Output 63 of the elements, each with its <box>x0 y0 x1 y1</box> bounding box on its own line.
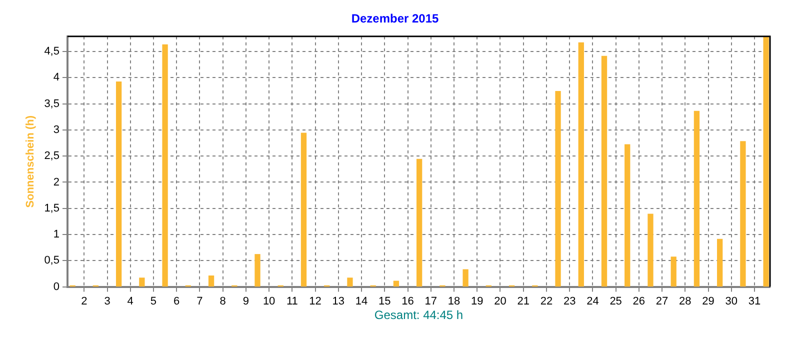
x-tick-label: 7 <box>196 295 203 308</box>
x-tick-label: 9 <box>242 295 250 308</box>
x-tick-label: 19 <box>470 295 484 308</box>
x-tick-label: 29 <box>702 295 714 308</box>
bar <box>462 269 468 287</box>
bar <box>624 144 630 287</box>
bar <box>254 254 260 287</box>
x-tick-label: 2 <box>81 295 88 308</box>
x-tick-label: 21 <box>517 295 530 308</box>
x-tick-label: 4 <box>127 295 134 308</box>
y-tick-label: 0,5 <box>44 254 60 267</box>
bar <box>763 36 769 287</box>
x-tick-label: 28 <box>679 295 692 308</box>
bar <box>648 214 654 287</box>
x-tick-label: 27 <box>656 295 668 308</box>
bar <box>694 110 700 287</box>
x-tick-label: 20 <box>494 295 506 308</box>
x-tick-label: 3 <box>104 295 110 308</box>
x-tick-label: 17 <box>424 295 438 308</box>
y-axis-title: Sonnenschein (h) <box>24 115 37 208</box>
x-tick-label: 16 <box>402 295 414 308</box>
text: Gesamt: 44:45 h <box>374 308 464 322</box>
bar <box>347 278 353 287</box>
y-tick-label: 3 <box>53 124 60 136</box>
bar <box>717 238 723 287</box>
x-tick-label: 12 <box>309 295 322 308</box>
x-tick-label: 31 <box>748 295 761 308</box>
bar <box>740 141 746 287</box>
bar <box>162 44 168 287</box>
y-tick-label: 1,5 <box>44 202 60 214</box>
x-tick-label: 30 <box>725 295 738 308</box>
x-tick-label: 22 <box>540 295 553 308</box>
x-tick-label: 8 <box>220 295 226 308</box>
bar <box>578 42 584 287</box>
x-tick-label: 10 <box>262 295 276 308</box>
y-tick-label: 1 <box>53 228 60 241</box>
y-tick-label: 4,5 <box>44 46 60 58</box>
bar <box>116 82 122 287</box>
x-tick-label: 24 <box>586 295 599 308</box>
x-tick-label: 6 <box>174 295 180 308</box>
x-tick-label: 15 <box>378 295 391 308</box>
y-tick-label: 3,5 <box>44 98 60 110</box>
x-tick-label: 26 <box>632 295 646 308</box>
chart-title: Dezember 2015 <box>351 12 440 26</box>
y-tick-label: 0 <box>53 280 60 293</box>
x-tick-label: 25 <box>610 295 622 308</box>
bar <box>139 278 145 287</box>
y-tick-label: 4 <box>53 72 60 84</box>
bar <box>601 56 608 287</box>
bar <box>208 275 214 287</box>
x-tick-label: 18 <box>448 295 460 308</box>
bar <box>416 158 422 287</box>
bar <box>300 132 307 287</box>
x-tick-label: 11 <box>286 295 298 308</box>
bar <box>393 280 400 287</box>
bar <box>670 256 676 287</box>
y-tick-label: 2,5 <box>44 150 60 162</box>
x-tick-label: 23 <box>563 295 576 308</box>
x-tick-label: 14 <box>355 295 368 308</box>
y-tick-label: 2 <box>53 176 60 188</box>
x-tick-label: 5 <box>150 295 157 308</box>
bar <box>555 90 561 287</box>
x-tick-label: 13 <box>332 295 345 308</box>
